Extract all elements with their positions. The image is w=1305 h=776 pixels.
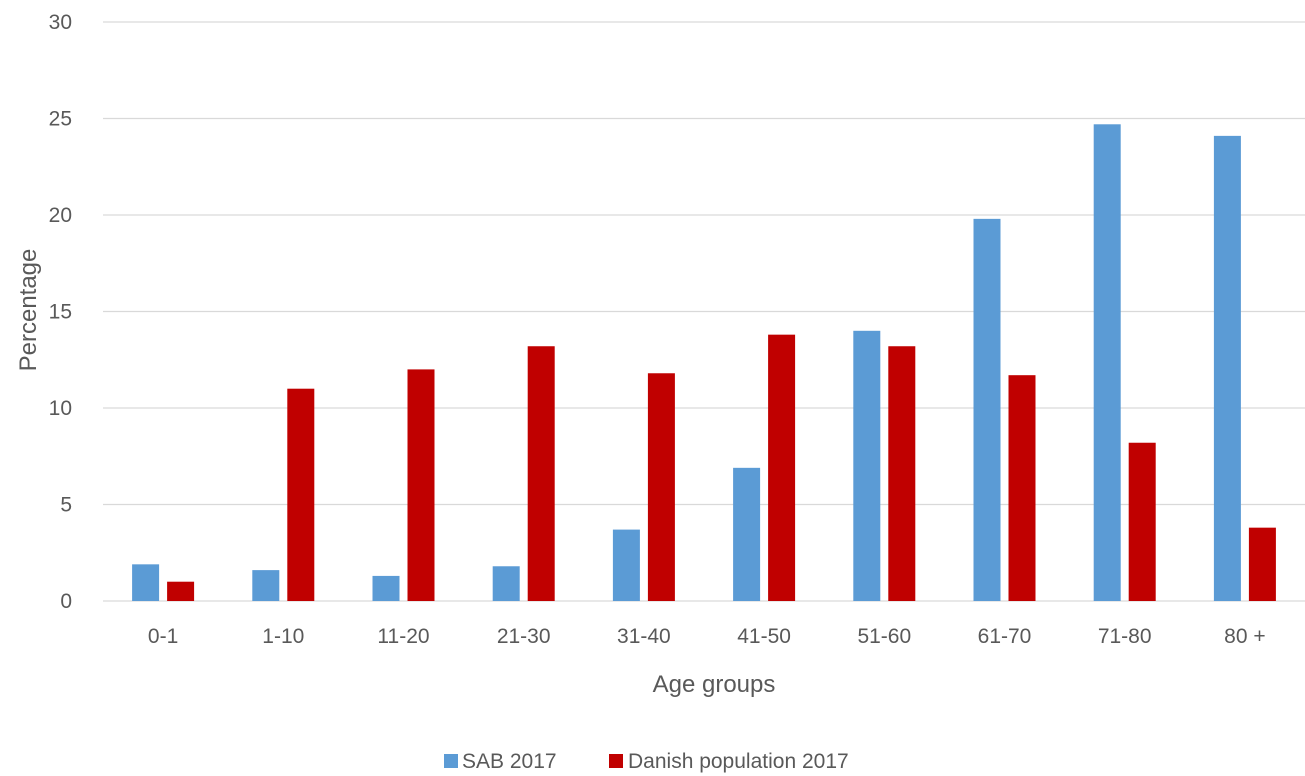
- x-tick-label: 80 +: [1224, 625, 1265, 648]
- x-tick-label: 31-40: [617, 625, 671, 648]
- x-tick-label: 41-50: [737, 625, 791, 648]
- bar-sab-2017-1-10: [252, 570, 280, 601]
- bar-danish-population-2017-11-20: [407, 369, 435, 601]
- legend-label: SAB 2017: [462, 750, 557, 773]
- bar-sab-2017-41-50: [733, 467, 761, 601]
- bars: [132, 124, 1276, 602]
- x-tick-label: 11-20: [377, 625, 429, 648]
- x-tick-label: 0-1: [148, 625, 178, 648]
- bar-sab-2017-51-60: [853, 330, 881, 601]
- bar-danish-population-2017-1-10: [287, 388, 315, 601]
- bar-danish-population-2017-51-60: [888, 346, 916, 601]
- y-tick-label: 25: [49, 108, 72, 131]
- y-tick-label: 15: [49, 301, 72, 324]
- y-tick-label: 20: [49, 204, 72, 227]
- bar-sab-2017-31-40: [612, 529, 640, 601]
- bar-sab-2017-0-1: [132, 564, 160, 601]
- bar-sab-2017-61-70: [973, 218, 1001, 602]
- y-tick-label: 5: [60, 494, 72, 517]
- bar-danish-population-2017-71-80: [1128, 442, 1156, 601]
- x-tick-label: 61-70: [978, 625, 1032, 648]
- bar-sab-2017-80+: [1213, 135, 1241, 601]
- bar-sab-2017-71-80: [1093, 124, 1121, 601]
- bar-danish-population-2017-0-1: [167, 581, 195, 601]
- x-tick-label: 51-60: [857, 625, 911, 648]
- legend-swatch: [444, 754, 458, 768]
- y-tick-label: 10: [49, 397, 72, 420]
- legend-swatch: [609, 754, 623, 768]
- bar-danish-population-2017-80+: [1248, 527, 1276, 601]
- legend: SAB 2017 Danish population 2017: [444, 750, 849, 773]
- y-axis-ticks: 0 5 10 15 20 25 30: [49, 11, 72, 613]
- x-axis-title: Age groups: [653, 671, 776, 698]
- y-tick-label: 30: [49, 11, 72, 34]
- legend-label: Danish population 2017: [628, 750, 849, 773]
- bar-danish-population-2017-61-70: [1008, 375, 1036, 601]
- x-axis-ticks: 0-1 1-10 11-20 21-30 31-40 41-50 51-60 61-70 71-…: [148, 625, 1266, 648]
- x-tick-label: 1-10: [262, 625, 304, 648]
- gridlines: [103, 21, 1305, 602]
- bar-danish-population-2017-31-40: [647, 373, 675, 601]
- y-axis-title: Percentage: [15, 249, 42, 372]
- bar-danish-population-2017-21-30: [527, 346, 555, 601]
- x-tick-label: 21-30: [497, 625, 551, 648]
- bar-sab-2017-21-30: [492, 566, 520, 601]
- bar-danish-population-2017-41-50: [768, 334, 796, 601]
- y-tick-label: 0: [60, 590, 72, 613]
- x-tick-label: 71-80: [1098, 625, 1152, 648]
- bar-sab-2017-11-20: [372, 575, 400, 601]
